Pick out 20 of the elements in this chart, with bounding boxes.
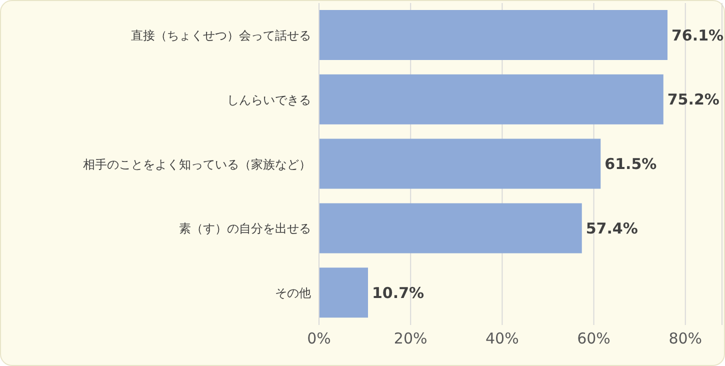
data-label: 61.5% — [604, 155, 657, 174]
y-tick-label: その他 — [275, 286, 311, 300]
bar — [319, 203, 582, 254]
x-tick-label: 80% — [668, 330, 702, 348]
data-label: 10.7% — [372, 284, 424, 302]
y-tick-label: 素（す）の自分を出せる — [179, 222, 311, 236]
x-tick-label: 60% — [577, 330, 610, 348]
data-label: 75.2% — [667, 90, 720, 109]
data-label: 57.4% — [586, 220, 638, 238]
y-tick-label: しんらいできる — [227, 92, 311, 107]
x-tick-label: 40% — [486, 330, 519, 348]
bar — [319, 138, 601, 189]
x-tick-label: 20% — [394, 330, 428, 348]
y-tick-label: 相手のことをよく知っている（家族など） — [83, 157, 311, 172]
y-tick-label: 直接（ちょくせつ）会って話せる — [131, 28, 311, 42]
bar — [319, 74, 664, 124]
x-tick-label: 0% — [307, 330, 331, 348]
data-label: 76.1% — [672, 26, 724, 44]
bar — [319, 268, 368, 318]
bar — [319, 10, 668, 60]
